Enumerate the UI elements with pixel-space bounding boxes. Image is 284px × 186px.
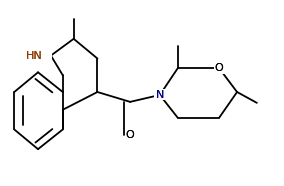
FancyBboxPatch shape <box>34 50 52 61</box>
Text: O: O <box>126 130 135 140</box>
FancyBboxPatch shape <box>125 130 135 141</box>
FancyBboxPatch shape <box>214 63 225 74</box>
Text: N: N <box>156 90 164 100</box>
Text: HN: HN <box>26 51 43 61</box>
Text: O: O <box>215 63 224 73</box>
Text: HN: HN <box>26 51 43 61</box>
Text: N: N <box>156 90 164 100</box>
FancyBboxPatch shape <box>154 89 165 100</box>
Text: O: O <box>215 63 224 73</box>
Text: O: O <box>126 130 135 140</box>
